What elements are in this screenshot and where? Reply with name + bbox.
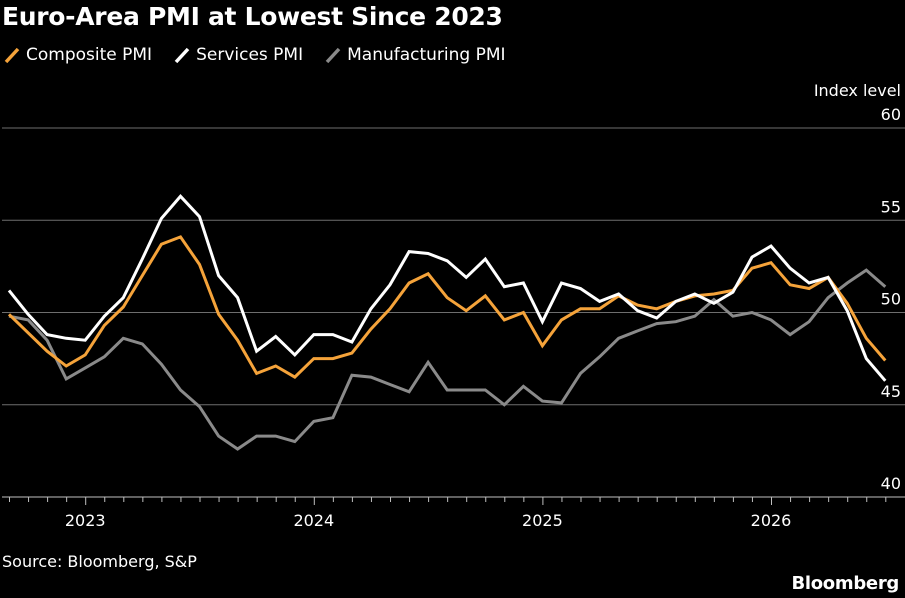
y-tick-label-40: 40 [881, 474, 901, 493]
x-tick-label-2023: 2023 [65, 511, 106, 530]
series-lines [7, 194, 887, 451]
x-tick-label-2024: 2024 [293, 511, 334, 530]
source-note: Source: Bloomberg, S&P [2, 552, 197, 571]
legend-swatch-composite [4, 47, 20, 64]
legend-item-manufacturing: Manufacturing PMI [325, 45, 506, 65]
y-tick-label-60: 60 [881, 105, 901, 124]
chart-title: Euro-Area PMI at Lowest Since 2023 [2, 2, 503, 31]
series-line-composite-pmi [7, 235, 887, 379]
x-tick-label-2026: 2026 [751, 511, 792, 530]
x-tick-label-2025: 2025 [522, 511, 563, 530]
y-axis-label: Index level [814, 81, 901, 100]
series-line-services-pmi [7, 194, 887, 382]
axis-labels: 40 45 50 55 60 Index level 2023 2024 2025 2026 [65, 81, 901, 530]
legend-item-services: Services PMI [174, 45, 303, 65]
legend: Composite PMI Services PMI Manufacturing… [4, 45, 528, 65]
x-axis [2, 496, 905, 505]
legend-item-composite: Composite PMI [4, 45, 152, 65]
legend-label-services: Services PMI [196, 45, 304, 65]
y-tick-label-50: 50 [881, 290, 901, 309]
legend-label-manufacturing: Manufacturing PMI [347, 45, 506, 65]
legend-swatch-manufacturing [325, 47, 341, 64]
y-tick-label-45: 45 [881, 382, 901, 401]
y-tick-label-55: 55 [881, 197, 901, 216]
series-line-manufacturing-pmi [8, 268, 887, 451]
bloomberg-logo: Bloomberg [791, 573, 899, 594]
legend-swatch-services [174, 47, 190, 64]
legend-label-composite: Composite PMI [26, 45, 153, 65]
